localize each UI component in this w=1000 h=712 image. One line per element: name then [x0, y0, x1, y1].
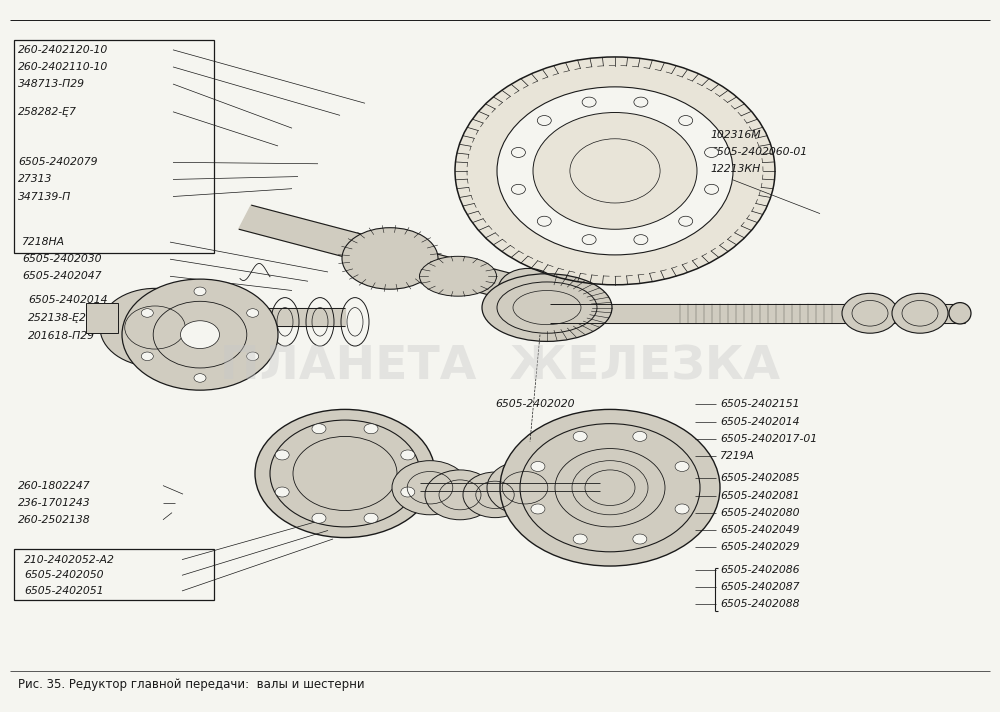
Text: 6505-2402151: 6505-2402151 — [720, 399, 800, 409]
Text: 6505-2402014: 6505-2402014 — [28, 295, 108, 305]
Text: 347139-П: 347139-П — [18, 192, 71, 201]
Ellipse shape — [949, 303, 971, 324]
Circle shape — [679, 216, 693, 226]
Circle shape — [487, 461, 563, 515]
Text: 6505-2402051: 6505-2402051 — [24, 586, 104, 596]
Text: 260-2402120-10: 260-2402120-10 — [18, 45, 108, 55]
Circle shape — [498, 268, 558, 311]
Text: 7218НА: 7218НА — [22, 237, 65, 247]
Circle shape — [401, 450, 415, 460]
Text: 348713-П29: 348713-П29 — [18, 79, 85, 89]
Circle shape — [497, 87, 733, 255]
Circle shape — [582, 235, 596, 245]
Circle shape — [675, 461, 689, 471]
Text: 258282-Ę7: 258282-Ę7 — [18, 107, 77, 117]
Text: 6505-2402049: 6505-2402049 — [720, 525, 800, 535]
Text: 27313: 27313 — [18, 174, 52, 184]
Text: 6505-2402050: 6505-2402050 — [24, 570, 104, 580]
Circle shape — [582, 97, 596, 107]
Circle shape — [634, 235, 648, 245]
Bar — [14, 549, 214, 600]
Text: 6505-2402014: 6505-2402014 — [720, 417, 800, 426]
Circle shape — [122, 279, 278, 390]
Circle shape — [194, 374, 206, 382]
Text: 6505-2402080: 6505-2402080 — [720, 508, 800, 518]
Circle shape — [275, 450, 289, 460]
Text: 12213КН: 12213КН — [710, 164, 760, 174]
Circle shape — [500, 409, 720, 566]
Polygon shape — [239, 205, 576, 315]
Text: 6505-2402030: 6505-2402030 — [22, 254, 102, 264]
Bar — [14, 40, 214, 253]
Text: 6505-2402017-01: 6505-2402017-01 — [720, 434, 817, 444]
FancyBboxPatch shape — [86, 303, 118, 333]
Text: 6505-2402087: 6505-2402087 — [720, 582, 800, 592]
Text: 210-2402052-А2: 210-2402052-А2 — [24, 555, 115, 565]
Circle shape — [679, 115, 693, 125]
Circle shape — [463, 472, 527, 518]
Circle shape — [364, 424, 378, 434]
Text: Рис. 35. Редуктор главной передачи:  валы и шестерни: Рис. 35. Редуктор главной передачи: валы… — [18, 679, 365, 691]
Circle shape — [705, 147, 719, 157]
Polygon shape — [840, 308, 965, 319]
Circle shape — [537, 216, 551, 226]
Circle shape — [392, 461, 468, 515]
Ellipse shape — [497, 282, 597, 333]
Circle shape — [842, 293, 898, 333]
Text: 6505-2402081: 6505-2402081 — [720, 491, 800, 501]
Circle shape — [633, 534, 647, 544]
Ellipse shape — [420, 256, 496, 296]
Ellipse shape — [342, 228, 438, 289]
Circle shape — [100, 288, 210, 367]
Circle shape — [573, 534, 587, 544]
Circle shape — [533, 112, 697, 229]
Ellipse shape — [482, 274, 612, 342]
Text: 7219А: 7219А — [720, 451, 755, 461]
Polygon shape — [550, 304, 965, 323]
Circle shape — [364, 513, 378, 523]
Circle shape — [531, 461, 545, 471]
Circle shape — [312, 513, 326, 523]
Circle shape — [425, 470, 495, 520]
Circle shape — [531, 504, 545, 514]
Circle shape — [675, 504, 689, 514]
Text: 6505-2402085: 6505-2402085 — [720, 473, 800, 483]
Text: 6505-2402086: 6505-2402086 — [720, 565, 800, 575]
Text: 252138-Ę2: 252138-Ę2 — [28, 313, 87, 323]
Circle shape — [180, 320, 220, 349]
Text: 102316М: 102316М — [710, 130, 761, 140]
Text: 236-1701243: 236-1701243 — [18, 498, 91, 508]
Circle shape — [511, 184, 525, 194]
Text: 6505-2402060-01: 6505-2402060-01 — [710, 147, 807, 157]
Text: 6505-2402020: 6505-2402020 — [495, 399, 574, 409]
Circle shape — [634, 97, 648, 107]
Circle shape — [633, 431, 647, 441]
Circle shape — [194, 287, 206, 295]
Circle shape — [275, 487, 289, 497]
Text: 6505-2402047: 6505-2402047 — [22, 271, 102, 281]
Text: 260-2502138: 260-2502138 — [18, 515, 91, 525]
Circle shape — [705, 184, 719, 194]
Text: 6505-2402079: 6505-2402079 — [18, 157, 98, 167]
Circle shape — [511, 147, 525, 157]
Circle shape — [455, 57, 775, 285]
Circle shape — [537, 115, 551, 125]
Text: 201618-П29: 201618-П29 — [28, 331, 95, 341]
Circle shape — [892, 293, 948, 333]
Circle shape — [312, 424, 326, 434]
Text: 6505-2402088: 6505-2402088 — [720, 599, 800, 609]
Circle shape — [247, 352, 259, 360]
Circle shape — [247, 309, 259, 318]
Polygon shape — [115, 308, 345, 326]
Circle shape — [573, 431, 587, 441]
Circle shape — [141, 352, 153, 360]
Circle shape — [401, 487, 415, 497]
Circle shape — [255, 409, 435, 538]
Text: 6505-2402029: 6505-2402029 — [720, 542, 800, 552]
Circle shape — [141, 309, 153, 318]
Text: 260-1802247: 260-1802247 — [18, 481, 91, 491]
Text: 260-2402110-10: 260-2402110-10 — [18, 62, 108, 72]
Text: ПЛАНЕТА  ЖЕЛЕЗКА: ПЛАНЕТА ЖЕЛЕЗКА — [220, 344, 780, 389]
